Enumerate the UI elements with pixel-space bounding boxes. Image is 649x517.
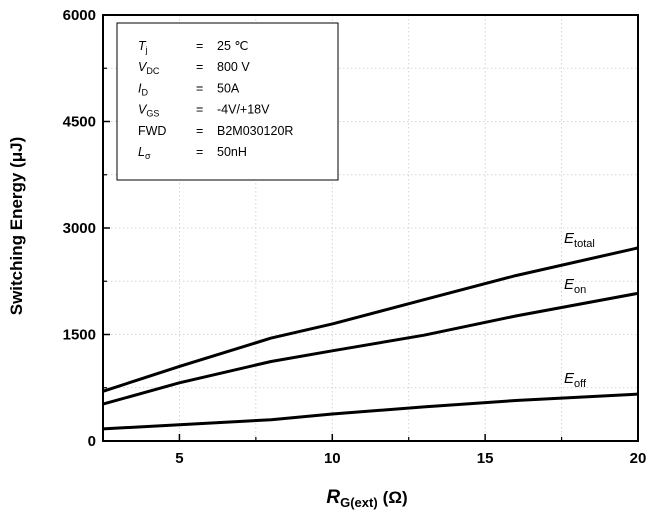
condition-value: B2M030120R: [217, 124, 293, 138]
condition-param-main: V: [138, 60, 148, 74]
condition-value: 25 ℃: [217, 39, 248, 53]
x-axis-title: RG(ext) (Ω): [326, 487, 407, 510]
condition-value: 800 V: [217, 60, 250, 74]
condition-param-main: V: [138, 103, 148, 117]
tick-labels: 5 10 15 20 0 1500 3000 4500 6000: [63, 7, 647, 467]
condition-param: VGS: [138, 103, 159, 119]
series-label-main: E: [564, 230, 575, 247]
condition-param: FWD: [138, 124, 166, 138]
condition-value: 50A: [217, 81, 240, 95]
condition-param-main: L: [138, 145, 145, 159]
condition-param-sub: σ: [145, 151, 151, 161]
series-label-sub: on: [574, 284, 586, 296]
x-tick-label: 10: [324, 450, 341, 467]
condition-param: VDC: [138, 60, 160, 76]
condition-param: Lσ: [138, 145, 151, 161]
condition-param: ID: [138, 81, 148, 97]
condition-equals: =: [196, 145, 203, 159]
series-line-on: [102, 291, 639, 406]
x-axis-title-sub: G(ext): [340, 495, 378, 510]
series-label-sub: off: [574, 378, 587, 390]
condition-equals: =: [196, 103, 203, 117]
x-tick-label: 15: [477, 450, 494, 467]
x-axis-title-main: R: [326, 487, 340, 508]
condition-param-main: I: [138, 81, 142, 95]
x-axis-title-unit: (Ω): [383, 488, 408, 507]
series-label-on: Eon: [564, 276, 586, 296]
condition-param: Tj: [138, 39, 148, 55]
y-tick-label: 6000: [63, 7, 96, 24]
condition-param-sub: GS: [146, 109, 159, 119]
series-lines: [102, 246, 639, 431]
condition-value: -4V/+18V: [217, 103, 270, 117]
condition-equals: =: [196, 39, 203, 53]
condition-equals: =: [196, 81, 203, 95]
condition-param-main: FWD: [138, 124, 166, 138]
y-axis-title: Switching Energy (μJ): [7, 137, 26, 316]
y-tick-label: 1500: [63, 327, 96, 344]
condition-param-sub: D: [141, 87, 148, 97]
condition-equals: =: [196, 124, 203, 138]
series-label-total: Etotal: [564, 230, 595, 250]
y-tick-label: 4500: [63, 114, 96, 131]
series-line-total: [102, 246, 639, 393]
series-label-off: Eoff: [564, 370, 587, 390]
series-label-main: E: [564, 370, 575, 387]
axis-ticks: [103, 14, 639, 442]
series-label-main: E: [564, 276, 575, 293]
y-tick-label: 0: [88, 433, 96, 450]
condition-param-sub: DC: [146, 66, 159, 76]
conditions-box-frame: [116, 22, 339, 181]
x-tick-label: 20: [630, 450, 647, 467]
series-line-off: [102, 392, 639, 431]
condition-value: 50nH: [217, 145, 247, 159]
condition-equals: =: [196, 60, 203, 74]
x-tick-label: 5: [175, 450, 183, 467]
condition-param-sub: j: [145, 45, 148, 55]
condition-param-main: T: [138, 39, 147, 53]
series-label-sub: total: [574, 238, 595, 250]
y-tick-label: 3000: [63, 220, 96, 237]
